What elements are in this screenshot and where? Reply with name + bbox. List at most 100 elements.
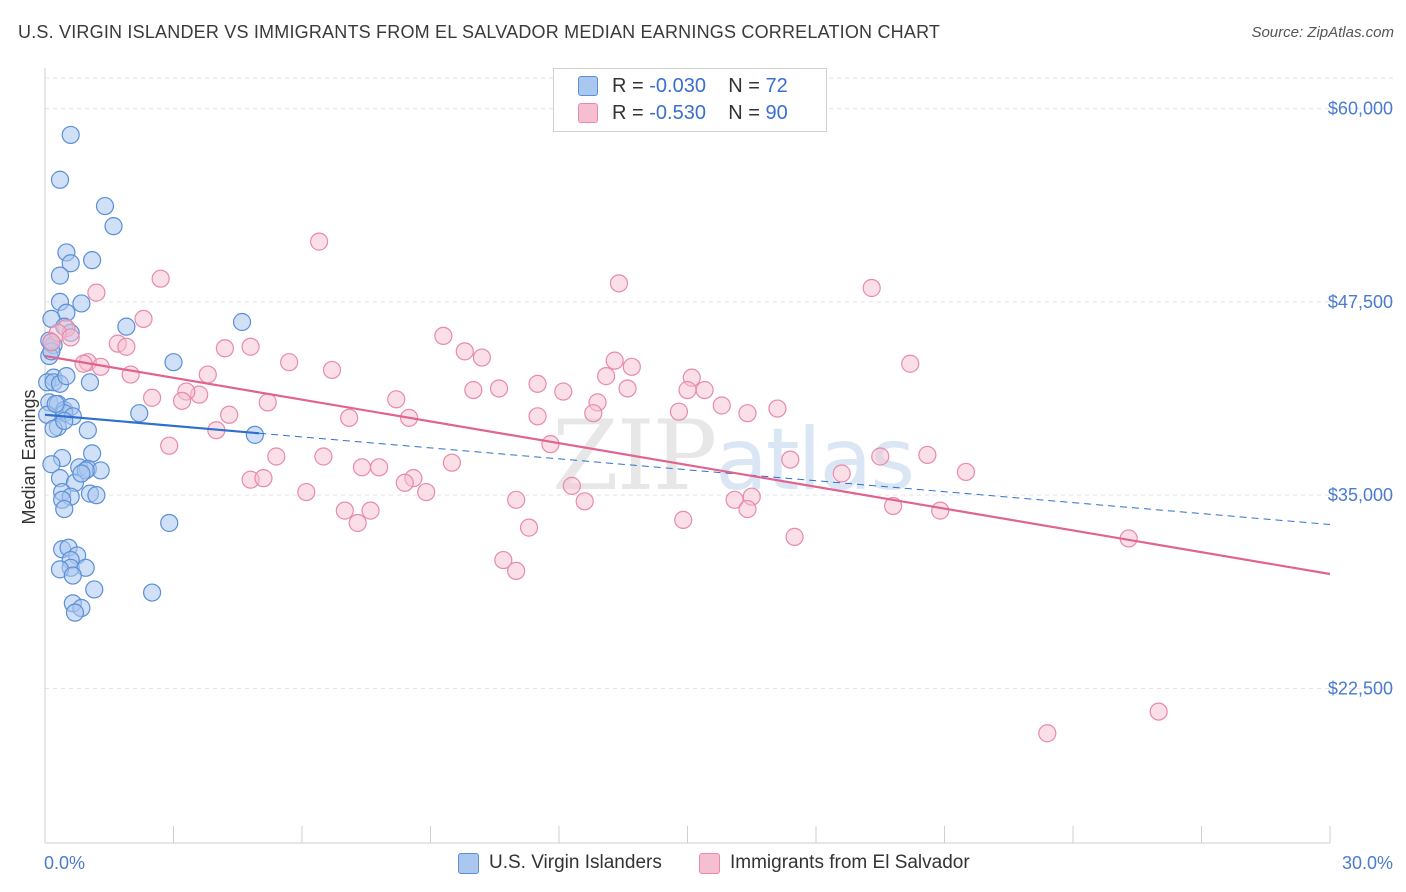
data-point-virgin-islanders <box>142 583 162 602</box>
legend-n-value: 72 <box>765 74 788 97</box>
data-point-virgin-islanders <box>95 196 115 216</box>
data-point-el-salvador <box>280 353 299 372</box>
data-point-el-salvador <box>901 354 920 373</box>
data-point-el-salvador <box>361 501 380 520</box>
data-point-virgin-islanders <box>104 217 123 236</box>
source-label: Source: ZipAtlas.com <box>1251 24 1394 41</box>
data-point-virgin-islanders <box>85 580 104 599</box>
data-point-virgin-islanders <box>130 404 149 423</box>
data-point-el-salvador <box>241 337 260 356</box>
data-point-el-salvador <box>575 492 594 511</box>
x-tick-label-right: 30.0% <box>1342 853 1393 873</box>
data-point-el-salvador <box>519 518 539 537</box>
data-point-el-salvador <box>348 513 367 533</box>
data-point-el-salvador <box>507 561 526 581</box>
data-point-el-salvador <box>464 380 483 400</box>
data-point-virgin-islanders <box>83 251 102 270</box>
y-tick-label: $35,000 <box>1328 485 1393 505</box>
data-point-el-salvador <box>254 469 273 488</box>
axes <box>44 68 1331 844</box>
data-point-virgin-islanders <box>65 603 85 622</box>
y-tick-label: $47,500 <box>1328 292 1393 312</box>
data-point-el-salvador <box>151 269 170 288</box>
data-point-el-salvador <box>768 399 787 418</box>
data-point-el-salvador <box>956 462 976 482</box>
data-point-el-salvador <box>1149 702 1168 721</box>
data-point-virgin-islanders <box>245 425 264 444</box>
data-point-virgin-islanders <box>78 421 97 440</box>
legend-r-label: R = <box>612 74 650 97</box>
y-axis-title: Median Earnings <box>19 389 39 524</box>
data-point-el-salvador <box>142 388 162 407</box>
data-point-el-salvador <box>541 435 560 454</box>
data-point-el-salvador <box>387 390 406 409</box>
data-point-el-salvador <box>352 458 372 477</box>
data-point-virgin-islanders <box>83 444 102 463</box>
data-point-el-salvador <box>862 278 881 298</box>
tick-labels: $22,500 $35,000 $47,500 $60,000 0.0% 30.0% Med… <box>19 99 1393 873</box>
data-point-el-salvador <box>918 445 937 465</box>
data-point-el-salvador <box>871 447 890 466</box>
data-point-el-salvador <box>507 490 526 509</box>
data-point-el-salvador <box>472 348 491 367</box>
bottom-legend-virgin-islanders: U.S. Virgin Islanders <box>458 852 662 874</box>
data-point-virgin-islanders <box>72 294 91 313</box>
data-point-el-salvador <box>781 450 800 469</box>
data-point-el-salvador <box>678 380 697 400</box>
legend-swatch-pink <box>578 103 598 123</box>
data-point-el-salvador <box>42 332 61 352</box>
data-point-el-salvador <box>528 374 547 393</box>
data-point-el-salvador <box>618 379 637 398</box>
data-point-el-salvador <box>528 407 547 426</box>
data-point-el-salvador <box>494 550 513 570</box>
data-point-el-salvador <box>220 405 239 424</box>
data-point-virgin-islanders <box>87 486 106 505</box>
data-point-virgin-islanders <box>80 373 100 392</box>
bottom-legend-swatch-pink <box>699 852 720 874</box>
data-point-el-salvador <box>434 326 453 346</box>
bottom-legend-swatch-blue <box>458 852 479 874</box>
data-point-el-salvador <box>370 458 389 477</box>
series-el-salvador <box>42 232 1168 743</box>
legend-n-label: N = <box>728 101 766 124</box>
data-point-el-salvador <box>160 436 179 455</box>
bottom-legend-el-salvador: Immigrants from El Salvador <box>699 852 970 874</box>
data-point-el-salvador <box>785 527 804 546</box>
data-point-el-salvador <box>562 476 581 495</box>
legend-r-label: R = <box>612 101 650 124</box>
data-point-el-salvador <box>669 402 689 421</box>
data-point-el-salvador <box>609 274 629 293</box>
legend-r-value: -0.030 <box>649 74 706 97</box>
legend-r-value: -0.530 <box>649 101 706 124</box>
data-point-virgin-islanders <box>57 367 76 386</box>
data-point-virgin-islanders <box>117 317 136 336</box>
legend-row-virgin-islanders: R = -0.030 N = 72 <box>578 73 788 99</box>
data-point-el-salvador <box>605 351 624 370</box>
data-point-el-salvador <box>883 496 903 516</box>
data-point-el-salvador <box>489 379 509 398</box>
data-point-el-salvador <box>314 447 333 466</box>
trend-lines <box>44 354 1331 576</box>
y-tick-label: $60,000 <box>1328 99 1393 119</box>
data-point-el-salvador <box>674 510 693 529</box>
data-point-el-salvador <box>172 391 192 410</box>
data-point-el-salvador <box>832 464 851 483</box>
bottom-legend-label: U.S. Virgin Islanders <box>489 852 662 873</box>
data-point-virgin-islanders <box>50 266 70 285</box>
data-point-el-salvador <box>712 396 731 415</box>
data-point-el-salvador <box>134 309 153 329</box>
correlation-legend: R = -0.030 N = 72 R = -0.530 N = 90 <box>553 68 827 132</box>
data-point-el-salvador <box>584 404 603 423</box>
data-point-el-salvador <box>738 404 757 423</box>
data-point-el-salvador <box>931 501 950 520</box>
data-point-virgin-islanders <box>61 254 80 273</box>
legend-swatch-blue <box>578 76 598 96</box>
data-point-el-salvador <box>322 360 342 380</box>
data-point-el-salvador <box>215 339 234 358</box>
data-point-virgin-islanders <box>55 499 74 519</box>
data-point-virgin-islanders <box>63 566 82 585</box>
x-tick-label-left: 0.0% <box>44 853 85 873</box>
data-point-el-salvador <box>340 408 359 427</box>
grid-lines <box>45 77 1395 689</box>
data-point-virgin-islanders <box>61 125 80 145</box>
